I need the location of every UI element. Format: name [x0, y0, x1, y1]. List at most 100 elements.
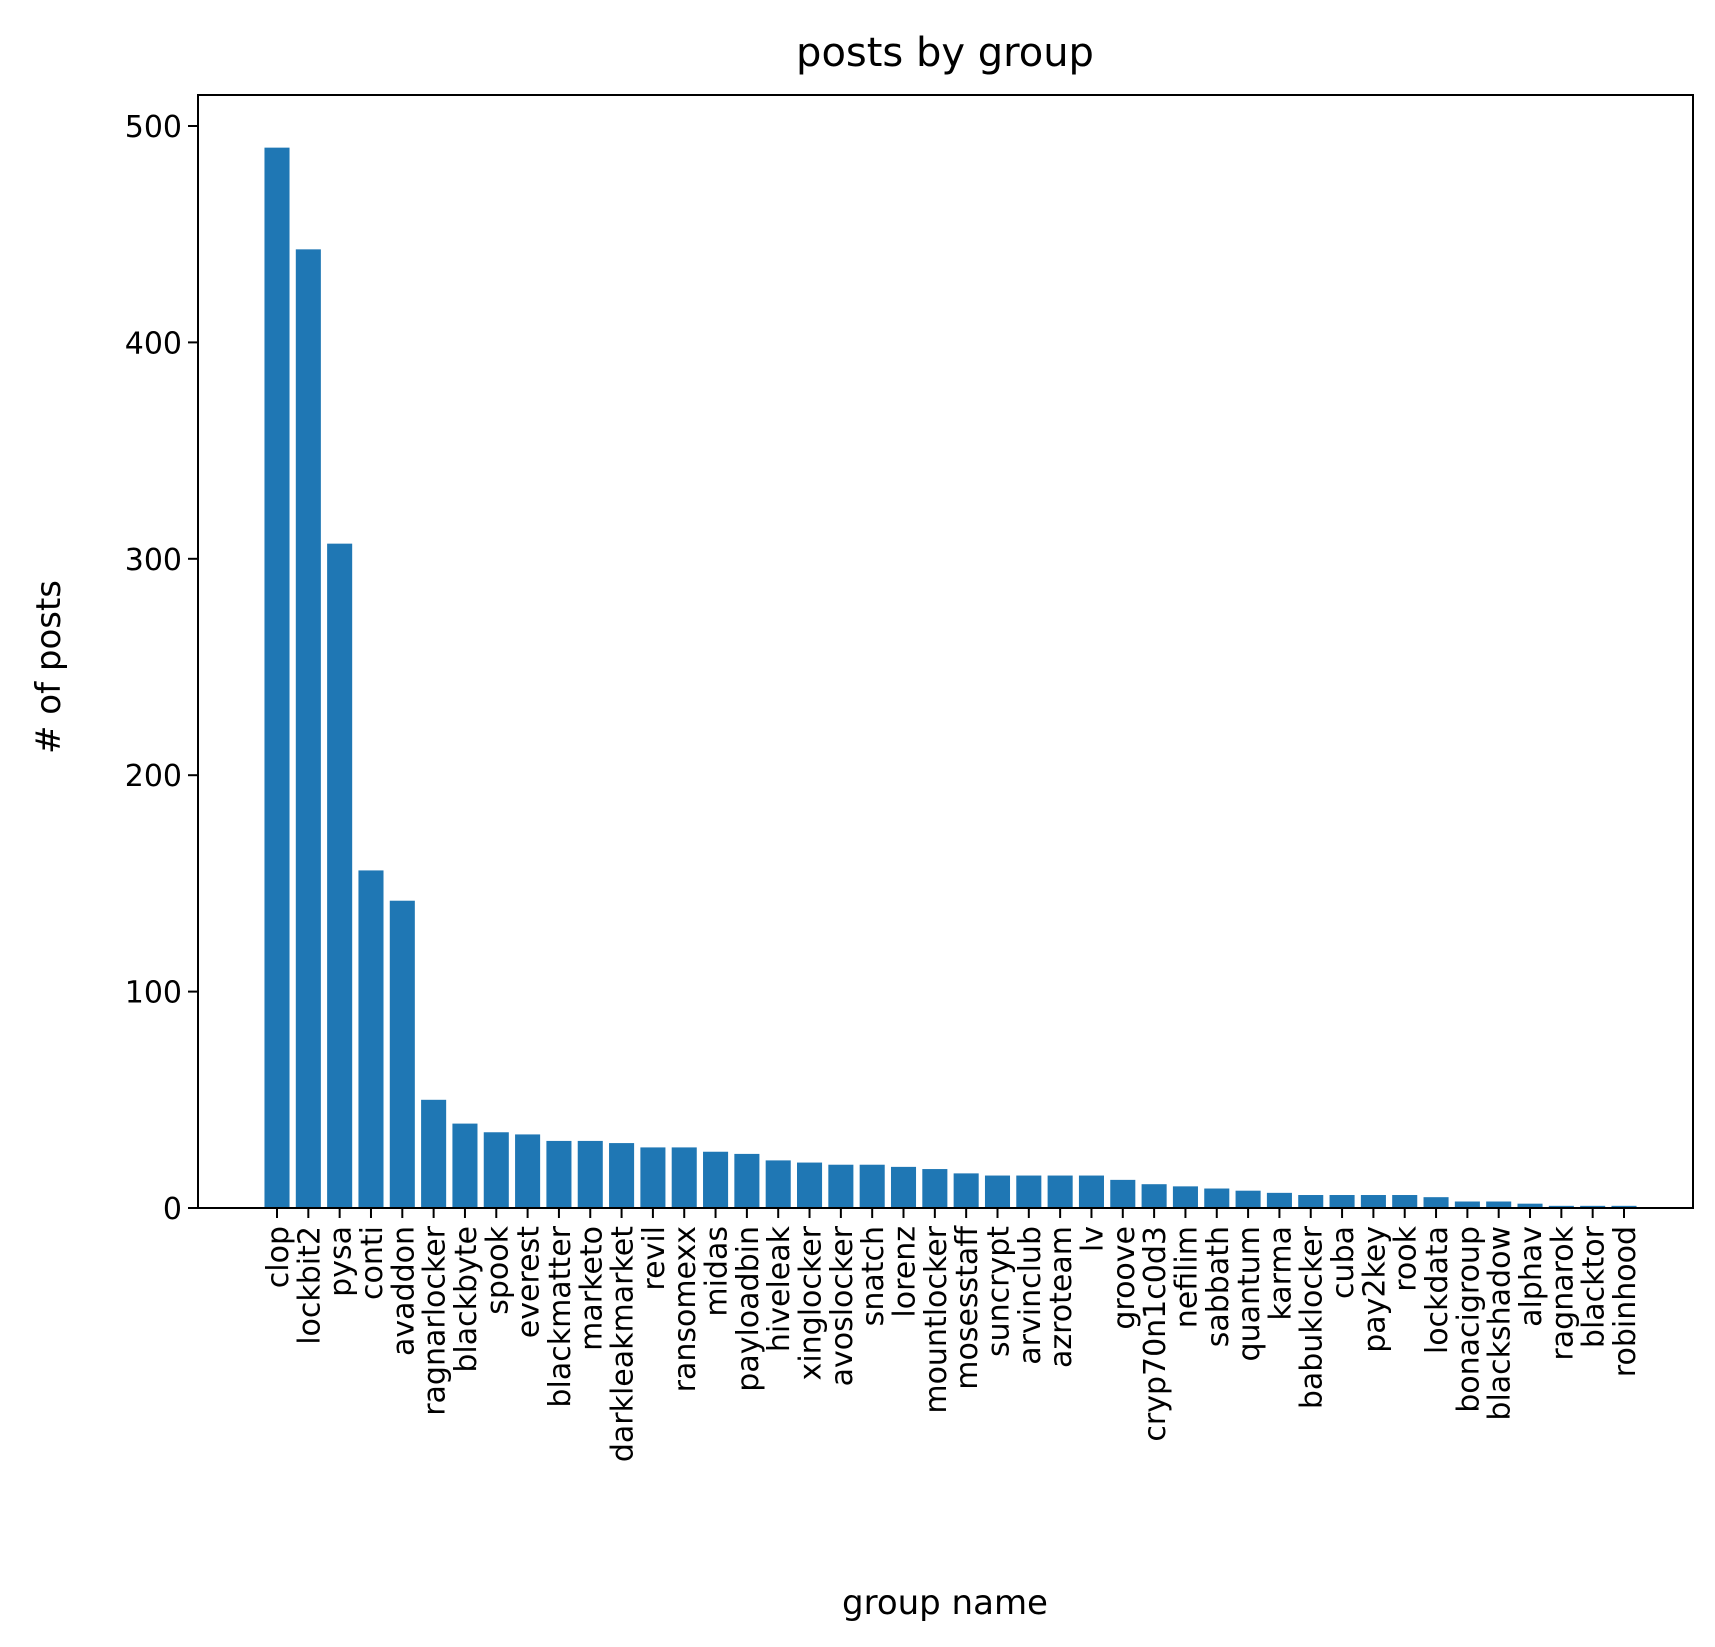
- bar-blackmatter: [546, 1140, 572, 1208]
- x-tick-label: everest: [512, 1226, 547, 1338]
- bar-pay2key: [1360, 1195, 1386, 1208]
- bar-xinglocker: [797, 1162, 823, 1208]
- x-tick-label: karma: [1263, 1226, 1298, 1321]
- plot-frame: [197, 94, 1694, 1209]
- bar-sabbath: [1204, 1188, 1230, 1208]
- x-tick-label: snatch: [856, 1226, 891, 1326]
- x-tick-label: avoslocker: [825, 1225, 860, 1386]
- x-tick-label: payloadbin: [731, 1226, 766, 1392]
- x-tick-label: blackbyte: [449, 1226, 484, 1373]
- bar-quantum: [1235, 1190, 1261, 1208]
- bar-blackbyte: [452, 1123, 478, 1208]
- x-tick-label: arvinclub: [1013, 1226, 1048, 1365]
- bar-avaddon: [389, 900, 415, 1208]
- x-tick-label: rook: [1389, 1225, 1424, 1291]
- x-tick-label: spook: [480, 1225, 515, 1314]
- x-tick-label: conti: [355, 1226, 390, 1300]
- x-tick-label: marketo: [574, 1226, 609, 1351]
- x-tick-label: avaddon: [386, 1226, 421, 1356]
- bar-lorenz: [890, 1166, 917, 1208]
- x-tick-label: bonacigroup: [1451, 1226, 1486, 1413]
- bar-alphav: [1517, 1203, 1543, 1208]
- bar-lockdata: [1423, 1197, 1449, 1208]
- bar-ragnarlocker: [421, 1099, 447, 1208]
- bar-karma: [1266, 1192, 1292, 1208]
- x-tick-label: midas: [700, 1226, 735, 1317]
- bar-spook: [483, 1132, 509, 1208]
- y-tick-label: 500: [125, 110, 182, 145]
- x-axis-title: group name: [842, 1583, 1048, 1623]
- x-tick-label: blacktor: [1577, 1225, 1612, 1348]
- bar-robinhood: [1611, 1205, 1637, 1208]
- bar-nefilim: [1172, 1186, 1198, 1208]
- x-tick-label: suncrypt: [981, 1226, 1016, 1357]
- x-tick-label: lockdata: [1420, 1226, 1455, 1354]
- bar-darkleakmarket: [609, 1143, 635, 1208]
- y-axis-title: # of posts: [29, 580, 69, 754]
- bar-cryp70n1c0d3: [1141, 1184, 1167, 1208]
- x-tick-label: pysa: [324, 1226, 359, 1297]
- bar-mountlocker: [922, 1169, 948, 1208]
- x-tick-label: mountlocker: [919, 1225, 954, 1413]
- y-tick-label: 400: [125, 326, 182, 361]
- bar-ragnarok: [1548, 1205, 1574, 1208]
- x-tick-label: blackmatter: [543, 1225, 578, 1407]
- x-axis: cloplockbit2pysacontiavaddonragnarlocker…: [261, 1208, 1643, 1462]
- x-tick-label: robinhood: [1608, 1226, 1643, 1377]
- x-tick-label: babuklocker: [1295, 1225, 1330, 1409]
- x-tick-label: clop: [261, 1226, 296, 1288]
- bar-avoslocker: [828, 1164, 854, 1208]
- y-tick-label: 0: [163, 1192, 182, 1227]
- bar-ransomexx: [671, 1147, 697, 1208]
- bar-payloadbin: [734, 1153, 760, 1208]
- bar-conti: [358, 870, 384, 1208]
- x-tick-label: mosesstaff: [950, 1225, 985, 1390]
- bar-clop: [264, 147, 290, 1208]
- x-tick-label: lv: [1075, 1226, 1110, 1252]
- bar-cuba: [1329, 1195, 1355, 1208]
- bar-babuklocker: [1298, 1195, 1324, 1208]
- bar-lv: [1078, 1175, 1104, 1208]
- x-tick-label: lorenz: [888, 1226, 923, 1318]
- x-tick-label: pay2key: [1357, 1226, 1392, 1353]
- bar-everest: [515, 1134, 541, 1208]
- bar-blackshadow: [1486, 1201, 1512, 1208]
- x-tick-label: quantum: [1232, 1226, 1267, 1361]
- bar-mosesstaff: [953, 1173, 979, 1208]
- bar-suncrypt: [984, 1175, 1011, 1208]
- x-tick-label: azroteam: [1044, 1226, 1079, 1368]
- x-tick-label: groove: [1107, 1226, 1142, 1330]
- x-tick-label: ragnarok: [1545, 1225, 1580, 1360]
- x-tick-label: cuba: [1326, 1226, 1361, 1299]
- y-tick-label: 200: [125, 759, 182, 794]
- y-tick-label: 300: [125, 543, 182, 578]
- x-tick-label: hiveleak: [762, 1225, 797, 1352]
- y-axis: 0 100 200 300 400 500: [125, 110, 198, 1227]
- x-tick-label: xinglocker: [794, 1225, 829, 1380]
- x-tick-label: lockbit2: [292, 1226, 327, 1345]
- bar-marketo: [577, 1140, 603, 1208]
- x-tick-label: ransomexx: [668, 1226, 703, 1392]
- x-tick-label: darkleakmarket: [606, 1226, 641, 1462]
- bar-revil: [640, 1147, 666, 1208]
- bar-lockbit2: [295, 249, 321, 1209]
- x-tick-label: nefilim: [1169, 1226, 1204, 1328]
- x-tick-label: sabbath: [1201, 1226, 1236, 1347]
- x-tick-label: ragnarlocker: [418, 1225, 453, 1415]
- bar-azroteam: [1047, 1175, 1073, 1208]
- bar-midas: [703, 1151, 729, 1208]
- bar-hiveleak: [765, 1160, 791, 1208]
- x-tick-label: revil: [637, 1226, 672, 1291]
- x-tick-label: cryp70n1c0d3: [1138, 1226, 1173, 1442]
- y-tick-label: 100: [125, 976, 182, 1011]
- bar-blacktor: [1580, 1205, 1606, 1208]
- bar-rook: [1392, 1195, 1418, 1208]
- bar-groove: [1110, 1179, 1136, 1208]
- bar-snatch: [859, 1164, 885, 1208]
- bars-group: [264, 147, 1637, 1209]
- x-tick-label: blackshadow: [1483, 1226, 1518, 1421]
- chart-title: posts by group: [796, 30, 1094, 76]
- bar-pysa: [327, 543, 353, 1208]
- bar-arvinclub: [1016, 1175, 1042, 1208]
